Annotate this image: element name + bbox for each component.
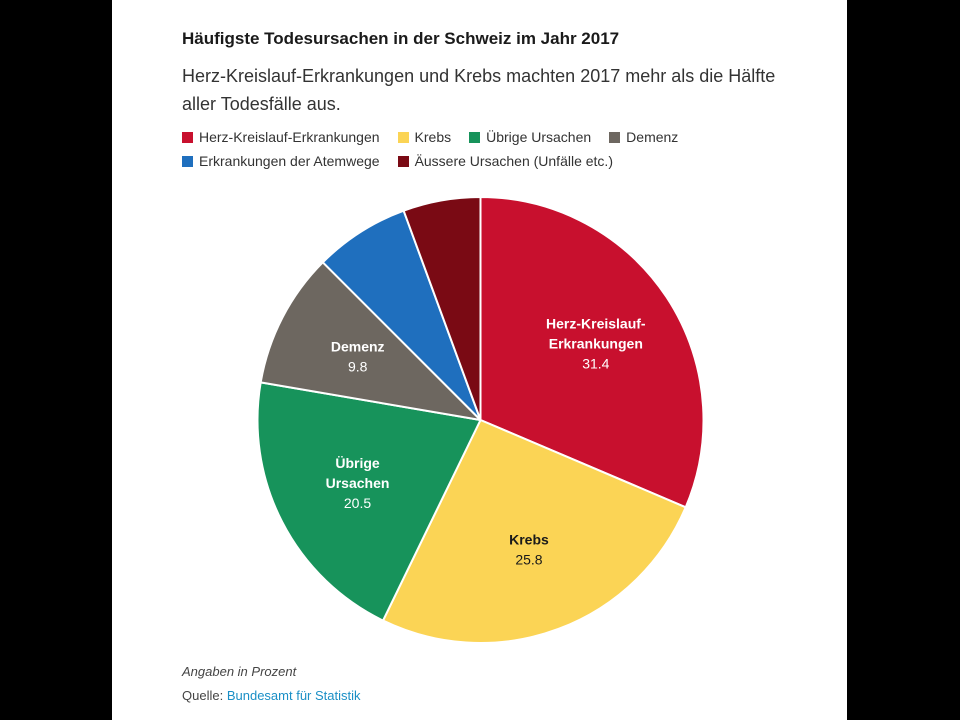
slice-label: Ursachen	[326, 475, 390, 491]
pie-slice	[402, 196, 482, 421]
chart-title: Häufigste Todesursachen in der Schweiz i…	[182, 29, 620, 48]
chart-subtitle: Herz-Kreislauf-Erkrankungen und Krebs ma…	[182, 66, 776, 114]
pie-chart: Herz-Kreislauf- Erkrankungen 31.4 Krebs 25.8…	[256, 196, 705, 644]
slice-label: Krebs	[509, 531, 549, 547]
slice-value-label: 25.8	[515, 551, 542, 567]
pie-slice	[256, 381, 482, 622]
legend-swatch	[182, 131, 193, 143]
legend-swatch	[397, 155, 409, 167]
legend-item: Erkrankungen der Atemwege	[182, 152, 380, 170]
source-prefix: Quelle:	[182, 688, 224, 703]
legend-swatch	[182, 155, 193, 167]
legend-item: Äussere Ursachen (Unfälle etc.)	[397, 152, 613, 170]
chart-card: Häufigste Todesursachen in der Schweiz i…	[112, 0, 847, 720]
legend-label: Herz-Kreislauf-Erkrankungen	[199, 129, 380, 145]
pie-slice	[259, 261, 482, 421]
pie-slice	[382, 419, 687, 644]
legend-item: Demenz	[609, 128, 678, 146]
slice-value-label: 9.8	[348, 358, 368, 374]
chart-legend: Herz-Kreislauf-Erkrankungen Krebs Übrige U…	[182, 128, 742, 170]
pie-slice	[479, 196, 705, 509]
source-link[interactable]: Bundesamt für Statistik	[226, 688, 361, 703]
legend-swatch	[609, 131, 621, 143]
legend-swatch	[397, 131, 409, 143]
slice-label: Demenz	[331, 338, 385, 354]
legend-label: Übrige Ursachen	[486, 129, 592, 145]
legend-swatch	[469, 131, 481, 143]
slice-label: Übrige	[335, 455, 380, 471]
legend-label: Erkrankungen der Atemwege	[199, 153, 380, 169]
slice-value-label: 31.4	[582, 356, 609, 372]
legend-item: Krebs	[397, 128, 452, 146]
slice-label: Herz-Kreislauf-	[546, 316, 646, 332]
legend-item: Übrige Ursachen	[469, 128, 591, 146]
legend-label: Äussere Ursachen (Unfälle etc.)	[414, 153, 613, 169]
legend-label: Krebs	[414, 129, 452, 145]
source-line: Quelle: Bundesamt für Statistik	[182, 688, 361, 703]
legend-item: Herz-Kreislauf-Erkrankungen	[182, 128, 380, 146]
unit-note: Angaben in Prozent	[182, 664, 297, 679]
slice-label: Erkrankungen	[549, 336, 643, 352]
slice-value-label: 20.5	[344, 495, 371, 511]
legend-label: Demenz	[626, 129, 679, 145]
